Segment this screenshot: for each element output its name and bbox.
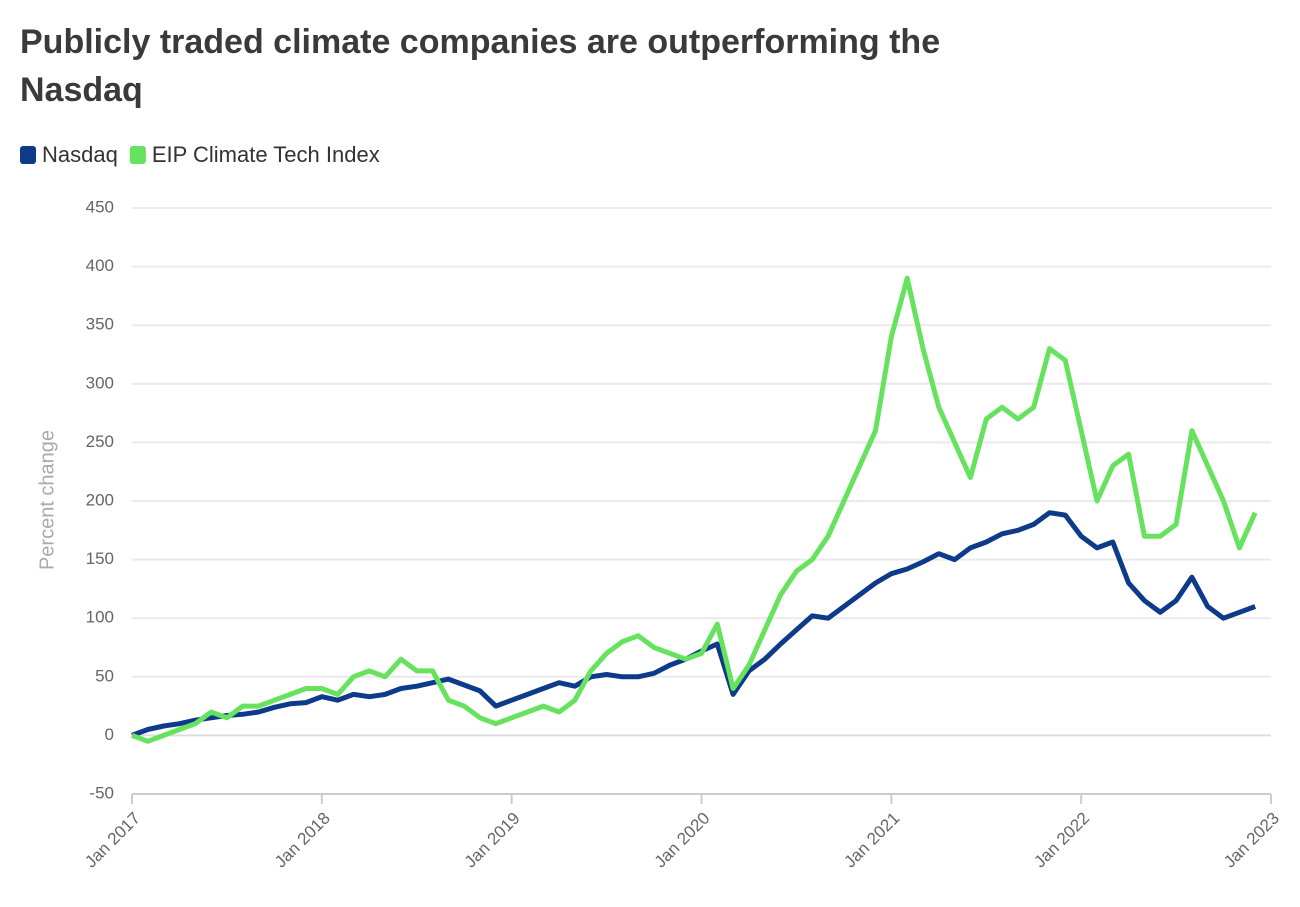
- legend-swatch: [20, 146, 36, 164]
- x-tick-label: Jan 2020: [651, 809, 714, 872]
- x-tick-label: Jan 2023: [1220, 809, 1283, 872]
- x-tick-label: Jan 2018: [271, 809, 334, 872]
- x-tick-label: Jan 2021: [840, 809, 903, 872]
- x-tick-label: Jan 2019: [461, 809, 524, 872]
- y-tick-label: 0: [105, 725, 114, 744]
- y-tick-label: 300: [86, 373, 114, 392]
- legend-swatch: [129, 146, 146, 164]
- y-tick-label: 50: [95, 666, 114, 685]
- series-line: [131, 510, 1257, 738]
- y-axis-label: Percent change: [36, 430, 58, 570]
- series-line: [131, 275, 1258, 744]
- x-tick-label: Jan 2017: [81, 809, 144, 872]
- legend-label: EIP Climate Tech Index: [152, 142, 380, 167]
- y-tick-label: 150: [86, 549, 114, 568]
- y-tick-label: 200: [86, 490, 114, 509]
- x-tick-label: Jan 2022: [1030, 809, 1093, 872]
- y-tick-label: -50: [89, 783, 114, 802]
- legend-label: Nasdaq: [42, 142, 118, 167]
- y-tick-label: 100: [86, 608, 114, 627]
- y-tick-label: 350: [86, 315, 114, 334]
- y-tick-label: 400: [86, 256, 114, 275]
- y-tick-label: 450: [86, 197, 114, 216]
- y-tick-label: 250: [86, 432, 114, 451]
- chart-title: Publicly traded climate companies are ou…: [20, 23, 950, 109]
